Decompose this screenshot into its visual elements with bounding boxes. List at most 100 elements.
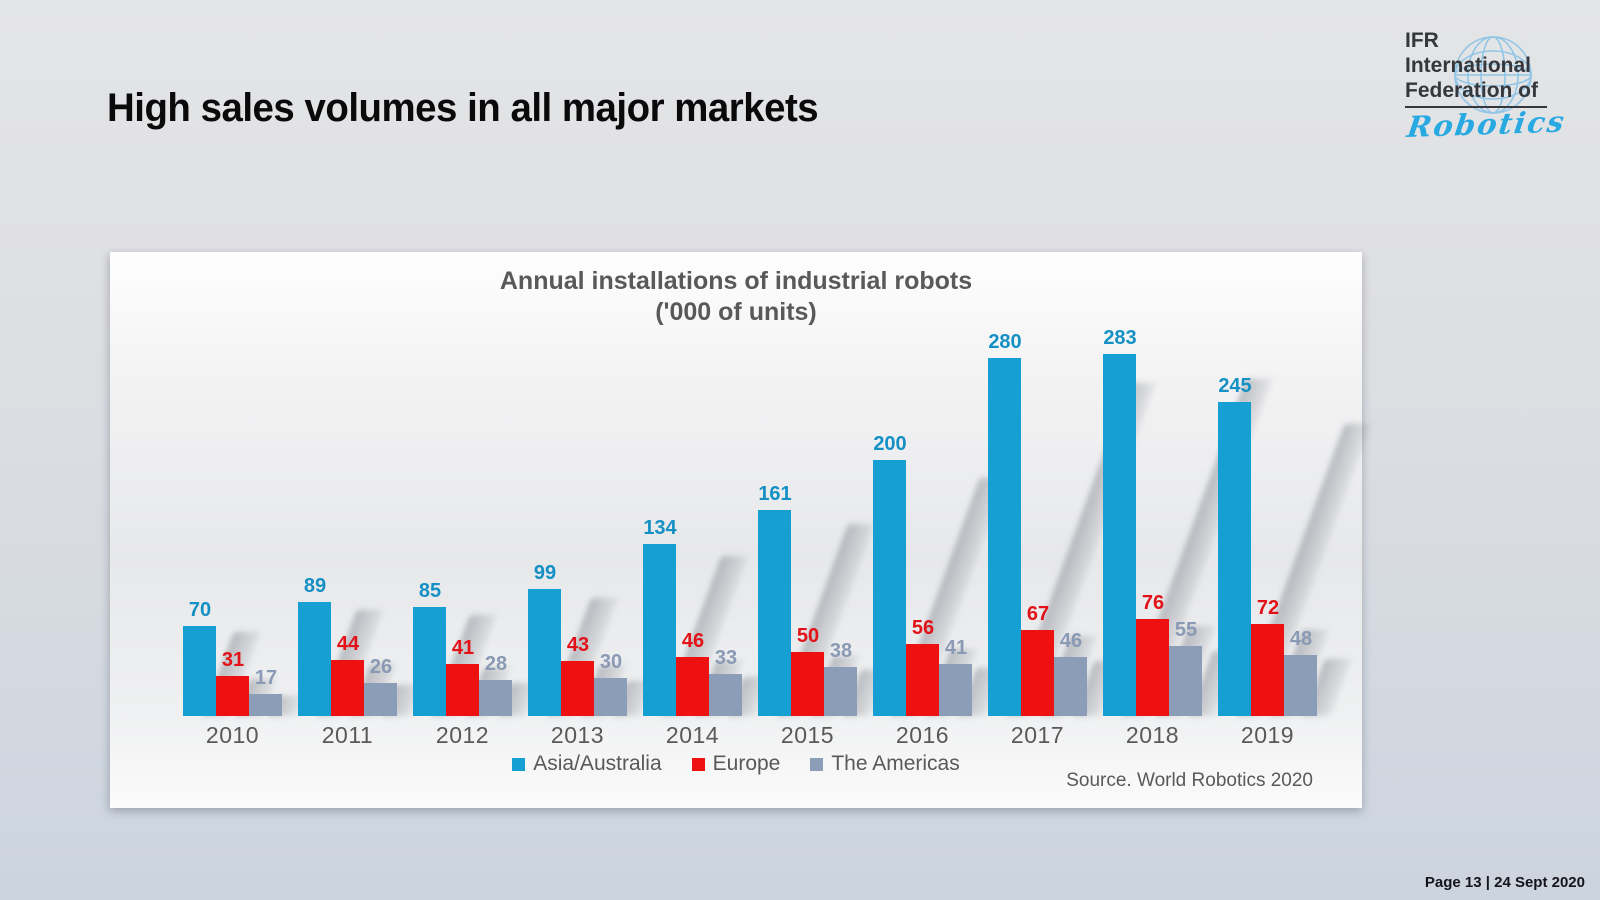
bar-value-asia-australia-2019: 245 — [1218, 375, 1252, 397]
page-footer: Page 13 | 24 Sept 2020 — [1424, 874, 1585, 891]
bar-asia-australia-2010 — [183, 626, 216, 716]
bar-value-asia-australia-2016: 200 — [873, 433, 907, 455]
bar-asia-australia-2016 — [873, 460, 906, 716]
bar-value-asia-australia-2017: 280 — [988, 331, 1022, 353]
bar-group-2014: 134 46 33 — [643, 252, 771, 716]
logo-line-international: International — [1405, 54, 1532, 77]
bar-europe-2015 — [791, 652, 824, 716]
logo-script-robotics: Robotics — [1405, 104, 1569, 144]
bar-europe-2014 — [676, 657, 709, 716]
x-tick-2011: 2011 — [321, 722, 374, 748]
bar-europe-2019 — [1251, 624, 1284, 716]
bar-value-asia-australia-2010: 70 — [188, 599, 212, 621]
bar-value-asia-australia-2015: 161 — [758, 483, 792, 505]
bar-value-europe-2015: 50 — [796, 625, 820, 647]
bar-europe-2018 — [1136, 619, 1169, 716]
chart-title-line1: Annual installations of industrial robot… — [499, 267, 973, 295]
bar-asia-australia-2017 — [988, 358, 1021, 716]
bar-the-americas-2018 — [1169, 646, 1202, 716]
bar-the-americas-2016 — [939, 664, 972, 716]
legend: Asia/Australia Europe The Americas — [110, 752, 1362, 776]
bar-the-americas-2019 — [1284, 655, 1317, 716]
bar-value-europe-2016: 56 — [911, 617, 935, 639]
legend-marker-europe — [691, 757, 705, 771]
bar-asia-australia-2012 — [413, 607, 446, 716]
bar-value-asia-australia-2011: 89 — [303, 575, 327, 597]
bar-asia-australia-2014 — [643, 544, 676, 716]
bar-value-the-americas-2012: 28 — [484, 653, 508, 675]
bar-value-the-americas-2019: 48 — [1289, 628, 1313, 650]
bar-group-2010: 70 31 17 — [183, 252, 304, 716]
x-tick-2014: 2014 — [665, 722, 720, 748]
x-tick-2010: 2010 — [205, 722, 260, 748]
bar-the-americas-2012 — [479, 680, 512, 716]
legend-label-asia-australia: Asia/Australia — [533, 752, 662, 775]
bar-group-2013: 99 43 30 — [528, 252, 654, 716]
logo-underline — [1405, 106, 1547, 108]
bar-value-asia-australia-2018: 283 — [1103, 327, 1137, 349]
bar-asia-australia-2013 — [528, 589, 561, 716]
chart-title-line2: ('000 of units) — [655, 298, 817, 326]
bar-group-2019: 245 72 48 — [1218, 252, 1372, 716]
bar-value-the-americas-2018: 55 — [1174, 619, 1198, 641]
plot-area: 70 31 17 89 44 26 85 41 28 99 43 30 134 46 33 161 50 38 20… — [110, 252, 1372, 716]
ifr-logo: IFR International Federation of Robotics — [1405, 28, 1568, 153]
legend-marker-the-americas — [810, 757, 824, 771]
bar-asia-australia-2018 — [1103, 354, 1136, 716]
bar-asia-australia-2019 — [1218, 402, 1251, 716]
bar-value-the-americas-2010: 17 — [254, 667, 278, 689]
bar-value-europe-2018: 76 — [1141, 592, 1165, 614]
x-tick-2013: 2013 — [550, 722, 605, 748]
bar-group-2018: 283 76 55 — [1103, 252, 1273, 716]
bar-value-asia-australia-2012: 85 — [418, 580, 442, 602]
bar-group-2017: 280 67 46 — [988, 252, 1157, 716]
bar-the-americas-2013 — [594, 678, 627, 716]
bar-value-europe-2010: 31 — [221, 649, 245, 671]
logo-line-ifr: IFR — [1405, 29, 1439, 52]
logo-line-federation: Federation of — [1405, 79, 1539, 102]
legend-marker-asia-australia — [512, 757, 526, 771]
legend-item-europe: Europe — [691, 752, 781, 776]
x-tick-2017: 2017 — [1010, 722, 1065, 748]
bar-value-asia-australia-2013: 99 — [533, 562, 557, 584]
bar-group-2011: 89 44 26 — [298, 252, 423, 716]
bar-europe-2013 — [561, 661, 594, 716]
bar-value-europe-2012: 41 — [451, 637, 475, 659]
bar-the-americas-2011 — [364, 683, 397, 716]
bar-value-asia-australia-2014: 134 — [643, 517, 677, 539]
x-tick-2015: 2015 — [780, 722, 835, 748]
bar-the-americas-2014 — [709, 674, 742, 716]
legend-item-asia-australia: Asia/Australia — [512, 752, 662, 776]
bar-the-americas-2015 — [824, 667, 857, 716]
legend-label-the-americas: The Americas — [831, 752, 960, 775]
x-tick-2018: 2018 — [1125, 722, 1180, 748]
x-tick-2019: 2019 — [1240, 722, 1295, 748]
bar-asia-australia-2015 — [758, 510, 791, 716]
bar-europe-2016 — [906, 644, 939, 716]
bar-value-the-americas-2011: 26 — [369, 656, 393, 678]
chart-panel: Annual installations of industrial robot… — [110, 252, 1372, 808]
bar-value-europe-2019: 72 — [1256, 597, 1280, 619]
bar-europe-2012 — [446, 664, 479, 716]
slide-title: High sales volumes in all major markets — [107, 86, 819, 130]
bar-value-the-americas-2014: 33 — [714, 647, 738, 669]
bar-europe-2011 — [331, 660, 364, 716]
bar-group-2015: 161 50 38 — [758, 252, 888, 716]
bar-the-americas-2010 — [249, 694, 282, 716]
bar-value-the-americas-2016: 41 — [944, 637, 968, 659]
bar-value-europe-2013: 43 — [566, 634, 590, 656]
bar-group-2012: 85 41 28 — [413, 252, 539, 716]
x-axis: 2010 2011 2012 2013 2014 2015 2016 2017 2018 2019 — [110, 722, 1362, 756]
bar-value-europe-2014: 46 — [681, 630, 705, 652]
bar-europe-2010 — [216, 676, 249, 716]
bar-asia-australia-2011 — [298, 602, 331, 716]
legend-label-europe: Europe — [712, 752, 781, 775]
bar-value-the-americas-2015: 38 — [829, 640, 853, 662]
bar-value-the-americas-2017: 46 — [1059, 630, 1083, 652]
globe-icon — [1454, 36, 1532, 114]
bar-the-americas-2017 — [1054, 657, 1087, 716]
bar-group-2016: 200 56 41 — [873, 252, 1007, 716]
bar-value-the-americas-2013: 30 — [599, 651, 623, 673]
x-tick-2016: 2016 — [895, 722, 950, 748]
x-tick-2012: 2012 — [435, 722, 490, 748]
